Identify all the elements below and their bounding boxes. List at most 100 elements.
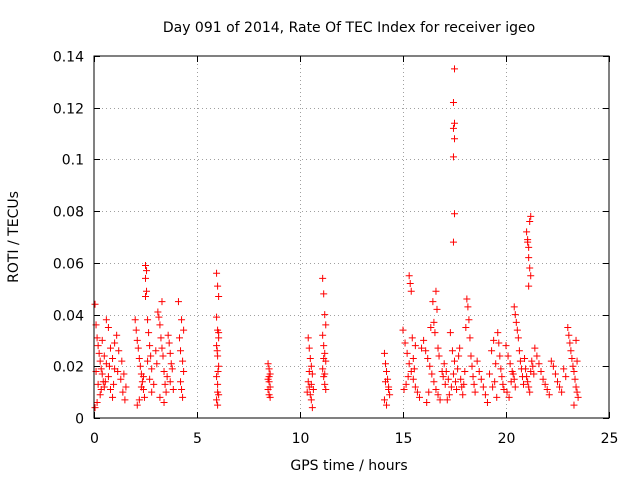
data-point xyxy=(427,324,435,331)
data-point xyxy=(411,342,419,350)
data-point xyxy=(93,398,101,406)
data-point xyxy=(451,65,458,73)
data-point xyxy=(133,336,141,344)
data-point xyxy=(558,388,566,396)
data-point xyxy=(545,391,553,399)
data-point xyxy=(422,347,430,355)
data-point xyxy=(509,370,517,378)
data-point xyxy=(120,370,128,378)
data-point xyxy=(131,316,139,324)
data-point xyxy=(214,282,222,290)
data-point xyxy=(307,380,315,388)
data-point xyxy=(515,347,523,355)
data-point xyxy=(213,396,221,404)
data-point xyxy=(402,380,410,388)
data-point xyxy=(265,373,273,381)
data-point xyxy=(144,316,152,324)
data-point xyxy=(264,360,272,368)
data-point xyxy=(305,367,313,375)
data-point xyxy=(264,386,272,394)
data-point xyxy=(319,274,327,282)
data-point xyxy=(420,336,428,344)
data-point xyxy=(304,334,312,342)
data-point xyxy=(306,355,314,363)
x-tick-label: 0 xyxy=(90,431,99,447)
data-point xyxy=(319,331,327,339)
data-point xyxy=(449,370,457,378)
data-point xyxy=(403,349,411,357)
data-point xyxy=(506,360,514,368)
data-point xyxy=(537,367,545,375)
grid-lines xyxy=(94,56,609,418)
data-point xyxy=(135,355,143,363)
data-point xyxy=(573,388,581,396)
data-point xyxy=(305,344,313,352)
data-point xyxy=(158,298,166,306)
data-point xyxy=(303,388,311,396)
data-point xyxy=(132,326,140,334)
data-point xyxy=(533,352,541,360)
data-point xyxy=(142,261,149,269)
data-point xyxy=(406,280,414,288)
data-point xyxy=(153,360,161,368)
data-point xyxy=(486,370,494,378)
data-point xyxy=(169,386,177,394)
data-point xyxy=(551,370,559,378)
data-point xyxy=(512,318,520,326)
data-point xyxy=(214,388,222,396)
x-axis-label: GPS time / hours xyxy=(290,458,407,474)
data-point xyxy=(495,339,503,347)
data-point xyxy=(522,365,530,373)
data-point xyxy=(449,238,457,246)
x-tick-label: 5 xyxy=(193,431,202,447)
data-point xyxy=(139,373,147,381)
data-point xyxy=(488,347,496,355)
data-point xyxy=(94,380,102,388)
data-point xyxy=(320,355,328,363)
data-point xyxy=(177,347,185,355)
x-tick-label: 25 xyxy=(601,431,619,447)
data-point xyxy=(154,308,162,316)
data-point xyxy=(102,316,110,324)
data-point xyxy=(569,362,577,370)
data-point xyxy=(511,311,519,319)
data-point xyxy=(457,375,465,383)
y-tick-label: 0.1 xyxy=(62,153,84,169)
data-point xyxy=(469,373,477,381)
data-point xyxy=(446,329,454,337)
data-point xyxy=(523,228,531,236)
data-point xyxy=(562,373,570,381)
data-point xyxy=(179,393,187,401)
data-point xyxy=(448,347,456,355)
data-point xyxy=(164,331,172,339)
data-point xyxy=(454,365,462,373)
data-point xyxy=(490,336,498,344)
data-point xyxy=(507,378,515,386)
data-point xyxy=(449,153,457,161)
data-point xyxy=(408,334,416,342)
axis-ticks xyxy=(94,56,610,419)
data-point xyxy=(117,375,125,383)
data-point xyxy=(435,352,443,360)
data-point xyxy=(162,388,170,396)
data-point xyxy=(443,396,451,404)
data-point xyxy=(119,388,127,396)
data-point xyxy=(101,378,109,386)
data-point xyxy=(104,373,112,381)
data-point xyxy=(489,383,497,391)
data-point xyxy=(516,357,524,365)
data-point xyxy=(442,367,450,375)
data-point xyxy=(440,360,448,368)
data-point xyxy=(161,380,169,388)
data-point xyxy=(109,355,117,363)
data-point xyxy=(445,391,453,399)
data-point xyxy=(498,373,506,381)
data-point xyxy=(467,352,475,360)
data-point xyxy=(121,396,129,404)
data-point xyxy=(136,362,144,370)
data-point xyxy=(110,380,118,388)
data-point xyxy=(505,393,513,401)
data-point xyxy=(410,365,418,373)
data-point xyxy=(547,357,555,365)
